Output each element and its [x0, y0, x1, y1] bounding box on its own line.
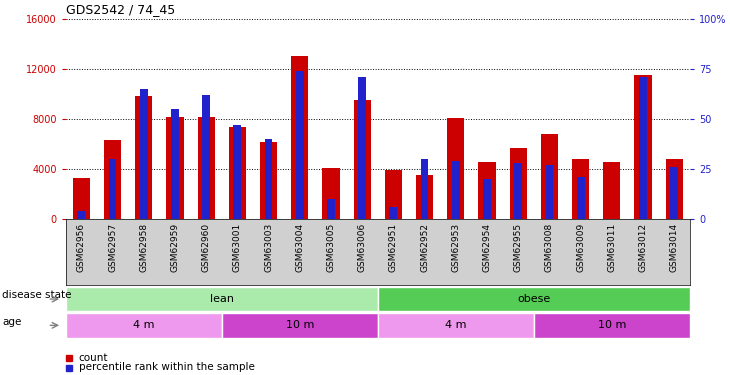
Text: GSM63004: GSM63004: [295, 223, 304, 272]
Bar: [166, 117, 183, 219]
Text: percentile rank within the sample: percentile rank within the sample: [79, 363, 255, 372]
Bar: [327, 200, 335, 219]
Text: 4 m: 4 m: [133, 320, 155, 330]
Text: GSM63001: GSM63001: [233, 223, 242, 272]
Text: GSM63008: GSM63008: [545, 223, 554, 272]
Bar: [222, 313, 377, 338]
Bar: [66, 287, 377, 311]
Bar: [377, 313, 534, 338]
Text: GSM62954: GSM62954: [483, 223, 491, 272]
Text: GSM62952: GSM62952: [420, 223, 429, 272]
Text: disease state: disease state: [2, 290, 72, 300]
Bar: [260, 142, 277, 219]
Bar: [135, 96, 153, 219]
Bar: [534, 313, 690, 338]
Text: GSM62957: GSM62957: [108, 223, 117, 272]
Bar: [198, 117, 215, 219]
Bar: [265, 139, 272, 219]
Bar: [202, 95, 210, 219]
Text: GSM62951: GSM62951: [389, 223, 398, 272]
Text: GSM62959: GSM62959: [170, 223, 180, 272]
Text: GSM63005: GSM63005: [326, 223, 336, 272]
Text: count: count: [79, 353, 108, 363]
Bar: [670, 167, 678, 219]
Bar: [323, 168, 339, 219]
Text: 10 m: 10 m: [285, 320, 314, 330]
Bar: [452, 161, 460, 219]
Bar: [483, 179, 491, 219]
Bar: [358, 77, 366, 219]
Text: GSM62955: GSM62955: [514, 223, 523, 272]
Text: age: age: [2, 316, 22, 327]
Text: GSM63006: GSM63006: [358, 223, 366, 272]
Bar: [634, 75, 652, 219]
Bar: [109, 159, 116, 219]
Bar: [353, 100, 371, 219]
Bar: [577, 177, 585, 219]
Text: GSM63009: GSM63009: [576, 223, 585, 272]
Bar: [104, 140, 121, 219]
Bar: [666, 159, 683, 219]
Bar: [296, 71, 304, 219]
Bar: [510, 148, 527, 219]
Bar: [515, 163, 522, 219]
Bar: [234, 125, 241, 219]
Text: GSM62956: GSM62956: [77, 223, 86, 272]
Bar: [572, 159, 589, 219]
Text: GDS2542 / 74_45: GDS2542 / 74_45: [66, 3, 175, 16]
Bar: [390, 207, 397, 219]
Text: GSM62953: GSM62953: [451, 223, 461, 272]
Text: 4 m: 4 m: [445, 320, 466, 330]
Text: GSM62960: GSM62960: [201, 223, 211, 272]
Bar: [377, 287, 690, 311]
Bar: [420, 159, 429, 219]
Text: GSM63011: GSM63011: [607, 223, 616, 272]
Bar: [416, 176, 433, 219]
Text: GSM63012: GSM63012: [639, 223, 648, 272]
Bar: [77, 211, 85, 219]
Text: obese: obese: [517, 294, 550, 304]
Text: GSM62958: GSM62958: [139, 223, 148, 272]
Bar: [171, 109, 179, 219]
Bar: [541, 134, 558, 219]
Bar: [603, 162, 620, 219]
Bar: [478, 162, 496, 219]
Bar: [66, 313, 222, 338]
Text: GSM63003: GSM63003: [264, 223, 273, 272]
Text: lean: lean: [210, 294, 234, 304]
Bar: [140, 89, 147, 219]
Bar: [291, 56, 308, 219]
Bar: [73, 178, 90, 219]
Bar: [639, 77, 647, 219]
Bar: [385, 171, 402, 219]
Text: GSM63014: GSM63014: [669, 223, 679, 272]
Text: 10 m: 10 m: [598, 320, 626, 330]
Bar: [228, 127, 246, 219]
Bar: [447, 118, 464, 219]
Bar: [545, 165, 553, 219]
